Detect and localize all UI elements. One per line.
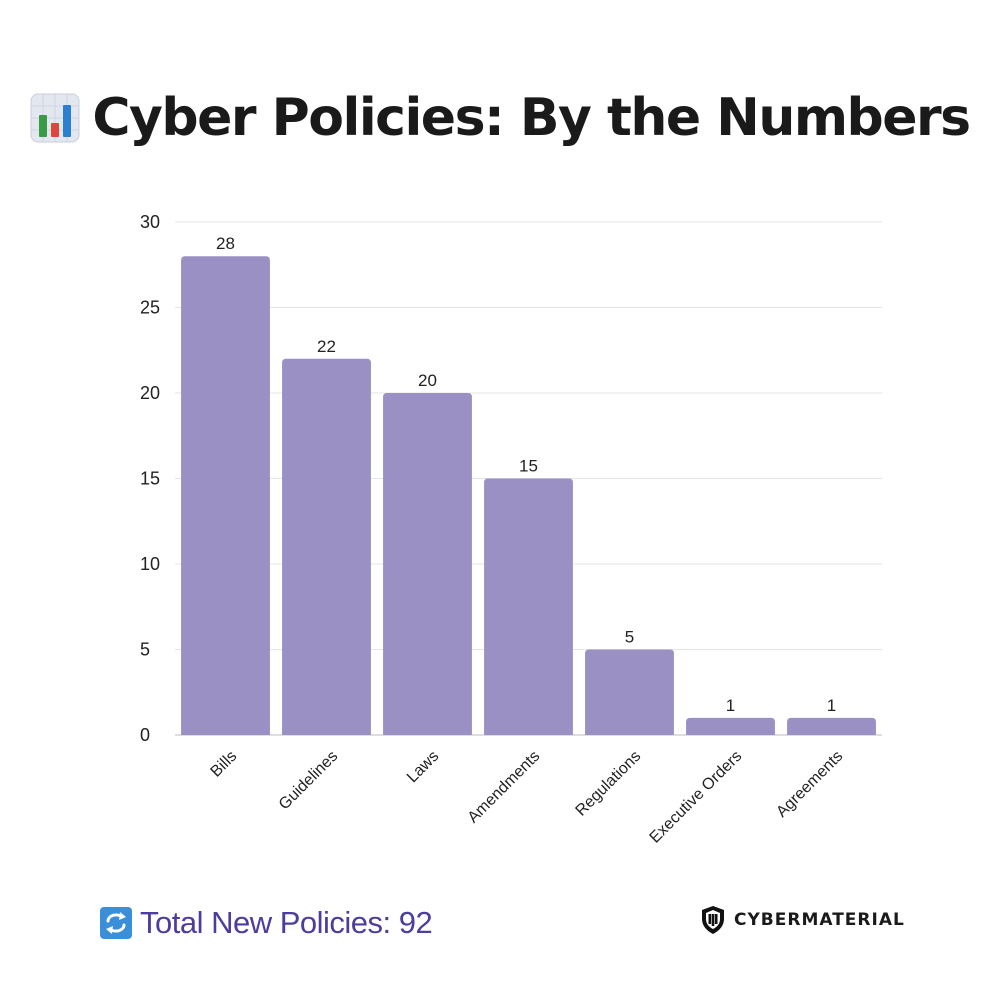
data-label: 22 [317, 337, 336, 356]
data-label: 1 [827, 696, 836, 715]
cybermaterial-shield-icon [702, 906, 724, 934]
total-new-policies: Total New Policies: 92 [140, 905, 433, 940]
refresh-icon [100, 907, 132, 939]
x-tick-label: Bills [208, 748, 241, 781]
brand-name: CYBERMATERIAL [734, 910, 905, 930]
data-label: 1 [726, 696, 735, 715]
y-tick-label: 25 [140, 298, 160, 318]
y-tick-label: 5 [140, 640, 150, 660]
page-title: Cyber Policies: By the Numbers [92, 88, 971, 148]
y-tick-label: 20 [140, 383, 160, 403]
bar [282, 358, 371, 735]
x-tick-label: Laws [404, 748, 442, 786]
data-label: 15 [519, 457, 538, 476]
bar-chart-emoji-icon [30, 93, 80, 143]
y-tick-label: 0 [140, 725, 150, 745]
bar [383, 393, 472, 735]
x-tick-label: Amendments [465, 748, 544, 827]
bar [181, 256, 270, 735]
total-summary: Total New Policies: 92 [100, 900, 433, 946]
x-tick-label: Executive Orders [647, 748, 746, 847]
x-tick-label: Guidelines [276, 748, 341, 813]
bar [585, 649, 674, 735]
title-row: Cyber Policies: By the Numbers [0, 78, 1000, 158]
x-tick-label: Regulations [573, 748, 645, 820]
y-tick-label: 30 [140, 212, 160, 232]
x-tick-label: Agreements [773, 748, 846, 821]
bar [484, 478, 573, 735]
bar [686, 717, 775, 735]
data-label: 5 [625, 628, 634, 647]
data-label: 28 [216, 234, 235, 253]
brand: CYBERMATERIAL [700, 902, 905, 938]
bar [787, 717, 876, 735]
y-tick-label: 15 [140, 469, 160, 489]
data-label: 20 [418, 371, 437, 390]
y-tick-label: 10 [140, 554, 160, 574]
